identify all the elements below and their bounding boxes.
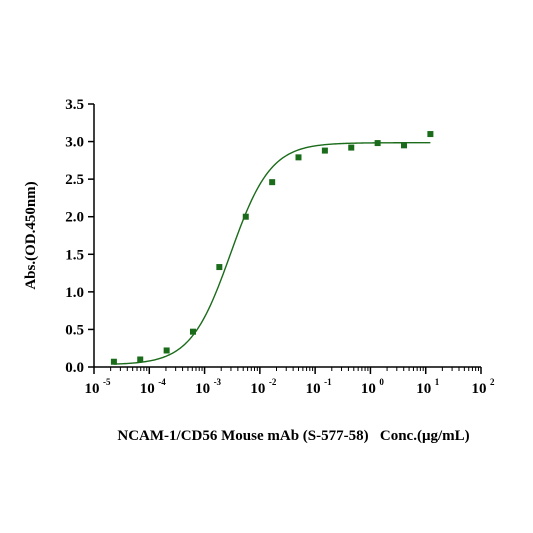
y-axis-label: Abs.(OD.450nm): [23, 181, 39, 289]
data-point: [295, 154, 302, 161]
labels-layer: 0.00.51.01.52.02.53.03.510 -5 10 -4 10 -3 10 -2…: [23, 97, 495, 444]
data-point: [163, 347, 170, 354]
data-point: [216, 264, 223, 271]
x-tick-label: 10: [195, 381, 210, 397]
data-point: [321, 147, 328, 154]
y-tick-label: 2.0: [65, 210, 84, 226]
x-tick-label: 10: [416, 381, 431, 397]
y-tick-label: 3.0: [65, 135, 84, 151]
x-tick-exponent: -3: [214, 377, 222, 387]
data-point: [189, 328, 196, 335]
fit-curve: [113, 142, 431, 365]
x-tick-exponent: -4: [158, 377, 166, 387]
data-point: [348, 144, 355, 151]
y-tick-label: 3.5: [65, 97, 84, 113]
x-tick-label: 10: [140, 381, 155, 397]
fit-curve-layer: [113, 142, 431, 365]
data-point: [137, 356, 144, 363]
x-tick-label: 10: [472, 381, 487, 397]
x-tick-label: 10: [306, 381, 321, 397]
x-tick-exponent: -1: [324, 377, 332, 387]
data-point: [401, 142, 408, 149]
y-tick-label: 2.5: [65, 172, 84, 188]
axes-layer: [88, 103, 482, 374]
x-tick-exponent: 1: [435, 377, 440, 387]
y-tick-label: 1.0: [65, 285, 84, 301]
y-tick-label: 0.5: [65, 322, 84, 338]
x-axis-label: NCAM-1/CD56 Mouse mAb (S-577-58) Conc.(μ…: [117, 428, 469, 444]
data-point: [110, 358, 117, 365]
x-tick-label: 10: [85, 381, 100, 397]
x-tick-exponent: -2: [269, 377, 277, 387]
y-tick-label: 0.0: [65, 360, 84, 376]
data-point: [242, 213, 249, 220]
data-point: [427, 131, 434, 138]
x-tick-exponent: -5: [103, 377, 111, 387]
y-tick-label: 1.5: [65, 247, 84, 263]
data-point: [374, 140, 381, 147]
x-tick-exponent: 0: [379, 377, 384, 387]
x-tick-label: 10: [361, 381, 376, 397]
x-tick-exponent: 2: [490, 377, 495, 387]
data-points-layer: [110, 131, 434, 365]
x-tick-label: 10: [250, 381, 265, 397]
data-point: [269, 179, 276, 186]
